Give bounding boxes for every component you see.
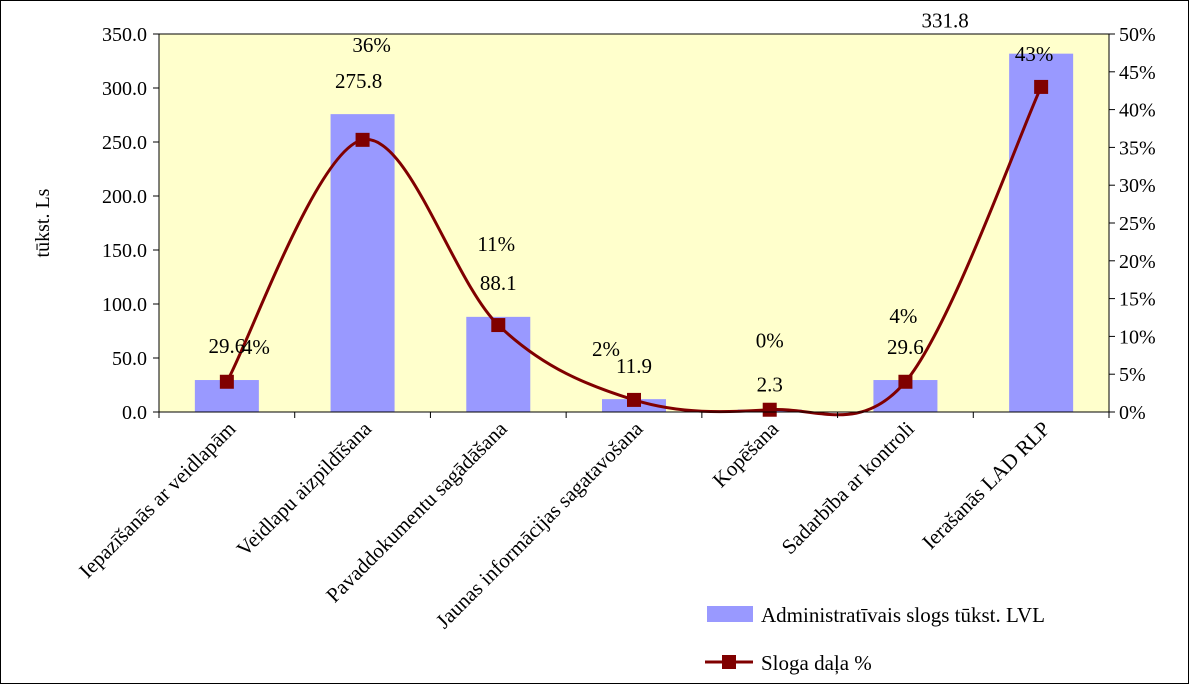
y-tick-label: 250.0: [102, 132, 147, 154]
y2-tick-label: 5%: [1119, 364, 1146, 386]
bar: [330, 114, 395, 413]
legend-label-line: Sloga daļa %: [761, 651, 872, 675]
percent-label: 4%: [889, 304, 917, 328]
bar: [466, 316, 531, 412]
bar: [1009, 53, 1074, 412]
y2-tick-label: 40%: [1119, 100, 1156, 122]
x-category-label: Veidlapu aizpildīšana: [232, 416, 377, 561]
line-marker: [355, 132, 370, 147]
legend-label-bars: Administratīvais slogs tūkst. LVL: [761, 603, 1045, 627]
percent-label: 43%: [1015, 42, 1054, 66]
legend-swatch-bars: [707, 606, 753, 622]
line-marker: [627, 392, 641, 407]
percent-label: 36%: [352, 33, 391, 57]
percent-label: 11%: [477, 232, 515, 256]
y2-tick-label: 20%: [1119, 251, 1156, 273]
bar-value-label: 29.6: [887, 335, 924, 359]
bar-value-label: 88.1: [480, 271, 517, 295]
percent-label: 4%: [242, 335, 270, 359]
y-tick-label: 50.0: [112, 348, 147, 370]
bar-value-label: 2.3: [757, 373, 783, 397]
y2-tick-label: 10%: [1119, 326, 1156, 348]
y2-tick-label: 35%: [1119, 137, 1156, 159]
x-category-label: Iepazīšanās ar veidlapām: [74, 417, 240, 583]
y-tick-label: 350.0: [102, 24, 147, 46]
x-category-label: Sadarbība ar kontroli: [777, 416, 919, 558]
line-marker: [491, 318, 506, 333]
y-tick-label: 200.0: [102, 186, 147, 208]
bar-value-label: 275.8: [335, 69, 382, 93]
y2-tick-label: 0%: [1119, 402, 1146, 424]
y-axis-title: tūkst. Ls: [32, 188, 54, 257]
y-tick-label: 150.0: [102, 240, 147, 262]
line-marker: [1034, 79, 1049, 94]
y-tick-label: 0.0: [122, 402, 147, 424]
y2-tick-label: 15%: [1119, 289, 1156, 311]
percent-label: 0%: [756, 329, 784, 353]
line-marker: [762, 402, 777, 417]
percent-label: 2%: [592, 337, 620, 361]
bar-value-label: 29.6: [208, 334, 245, 358]
y-tick-label: 100.0: [102, 294, 147, 316]
x-category-label: Ierašanās LAD RLP: [917, 417, 1054, 554]
x-category-label: Kopēšana: [708, 416, 784, 492]
bar-value-label: 331.8: [922, 9, 969, 33]
plot-area: [158, 33, 1110, 413]
y2-tick-label: 45%: [1119, 62, 1156, 84]
y2-tick-label: 25%: [1119, 213, 1156, 235]
bar-value-label: 11.9: [616, 354, 652, 378]
legend: Administratīvais slogs tūkst. LVL Sloga …: [705, 603, 1045, 675]
y2-tick-label: 30%: [1119, 175, 1156, 197]
line-marker: [898, 374, 913, 389]
y-tick-label: 300.0: [102, 78, 147, 100]
legend-swatch-marker: [722, 655, 736, 669]
y2-tick-label: 50%: [1119, 24, 1156, 46]
line-marker: [219, 374, 234, 389]
